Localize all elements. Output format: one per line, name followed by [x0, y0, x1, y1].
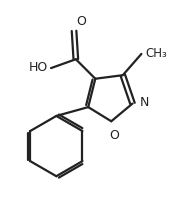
- Text: CH₃: CH₃: [145, 47, 167, 60]
- Text: O: O: [77, 15, 87, 28]
- Text: HO: HO: [29, 61, 48, 74]
- Text: N: N: [140, 96, 149, 109]
- Text: O: O: [109, 129, 119, 142]
